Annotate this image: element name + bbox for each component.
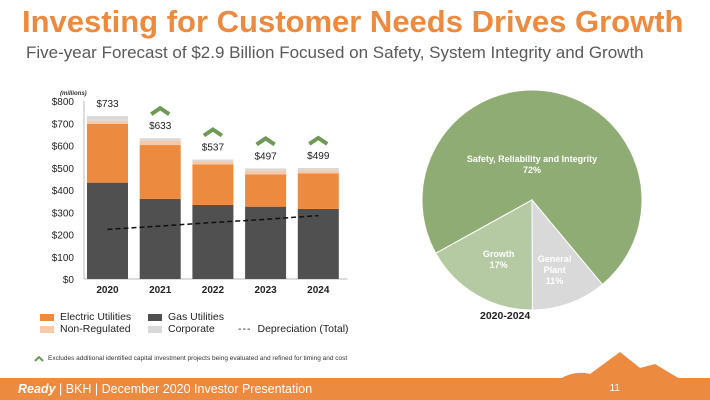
total-label: $537	[202, 143, 225, 154]
legend-corporate: Corporate	[148, 323, 215, 335]
y-tick-label: $100	[52, 253, 75, 264]
pie-slice	[421, 89, 643, 286]
legend-depreciation: --- Depreciation (Total)	[238, 323, 349, 335]
y-tick-label: $300	[52, 208, 75, 219]
footer-bar: Ready | BKH | December 2020 Investor Pre…	[0, 378, 710, 400]
pie-label: 11%	[546, 276, 564, 286]
legend-label: Gas Utilities	[168, 311, 225, 323]
legend-label: Electric Utilities	[60, 311, 132, 323]
depreciation-line	[107, 214, 319, 231]
bar-segment	[297, 167, 339, 171]
footer-brand: Ready	[18, 382, 56, 396]
legend-label: Non-Regulated	[60, 323, 131, 335]
slide-subtitle: Five-year Forecast of $2.9 Billion Focus…	[26, 43, 644, 62]
legend-label: Corporate	[168, 323, 215, 335]
legend-label: Depreciation (Total)	[257, 323, 349, 335]
legend-swatch	[40, 313, 54, 321]
total-label: $733	[96, 99, 119, 110]
y-tick-label: $400	[52, 186, 75, 197]
x-tick-label: 2021	[149, 285, 172, 296]
pie-label: Growth	[483, 249, 515, 259]
bar-segment	[245, 174, 287, 207]
bar-segment	[87, 120, 128, 124]
bar-segment	[192, 159, 234, 162]
bar-segment	[297, 208, 339, 279]
bar-segment	[139, 198, 181, 279]
total-label: $633	[149, 121, 172, 132]
slide-title: Investing for Customer Needs Drives Grow…	[22, 4, 684, 39]
bar-segment	[245, 206, 287, 279]
legend-nonreg: Non-Regulated	[40, 323, 131, 335]
y-tick-label: $0	[63, 275, 75, 286]
bar-segment	[87, 182, 128, 279]
pie-title: 2020-2024	[480, 310, 531, 322]
bar-segment	[192, 161, 234, 165]
caret-up-icon	[255, 136, 276, 147]
legend-swatch	[148, 325, 162, 333]
x-tick-label: 2024	[307, 285, 330, 296]
total-label: $499	[307, 151, 330, 162]
y-tick-label: $700	[52, 119, 75, 130]
footer-text: | BKH | December 2020 Investor Presentat…	[55, 382, 313, 396]
x-tick-label: 2023	[254, 285, 277, 296]
pie-label: 72%	[523, 165, 541, 175]
caret-up-icon	[150, 105, 171, 116]
pie-slice	[435, 199, 533, 311]
bar-segment	[297, 170, 339, 174]
footnote-text: Excludes additional identified capital i…	[48, 355, 348, 362]
caret-up-icon	[308, 135, 329, 146]
unit-label: (millions)	[60, 91, 87, 97]
y-tick-label: $600	[52, 142, 75, 153]
page-number: 11	[609, 383, 620, 394]
bar-segment	[139, 138, 181, 141]
caret-up-icon	[202, 127, 224, 138]
pie-label: Safety, Reliability and Integrity	[467, 154, 597, 164]
legend-gas: Gas Utilities	[148, 311, 224, 323]
caret-up-icon	[34, 355, 44, 362]
bar-segment	[139, 140, 181, 146]
bar-segment	[192, 164, 234, 205]
pie-label: Plant	[544, 265, 566, 275]
pie-slice	[531, 198, 604, 311]
pie-label: General	[538, 254, 572, 264]
x-tick-label: 2022	[202, 285, 225, 296]
legend-swatch	[148, 313, 162, 321]
y-tick-label: $200	[52, 231, 75, 242]
bar-segment	[245, 170, 287, 175]
bar-segment	[297, 173, 339, 209]
bar-segment	[87, 115, 128, 121]
legend-swatch	[40, 325, 54, 333]
legend-electric: Electric Utilities	[40, 311, 131, 323]
bar-segment	[245, 168, 287, 171]
dashed-line-icon: ---	[238, 323, 252, 335]
bar-segment	[139, 145, 181, 199]
total-label: $497	[254, 151, 277, 162]
bar-segment	[87, 123, 128, 183]
pie-label: 17%	[490, 260, 508, 270]
footnote: Excludes additional identified capital i…	[34, 355, 347, 362]
y-tick-label: $800	[52, 97, 75, 108]
y-tick-label: $500	[52, 164, 75, 175]
bar-segment	[192, 204, 234, 279]
x-tick-label: 2020	[96, 285, 119, 296]
